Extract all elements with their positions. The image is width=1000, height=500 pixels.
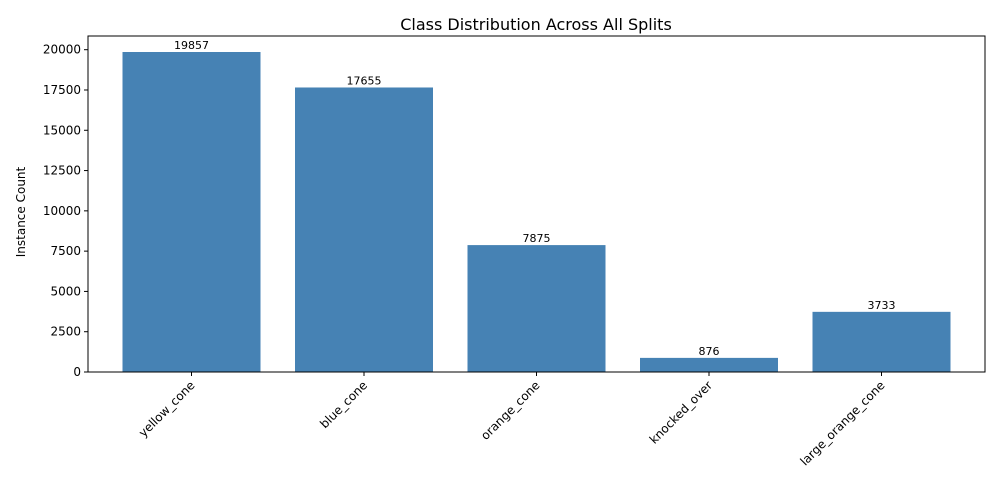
bar-knocked_over <box>640 357 778 372</box>
y-tick-label: 15000 <box>43 123 81 137</box>
chart-title: Class Distribution Across All Splits <box>400 15 672 34</box>
data-label-knocked_over: 876 <box>699 345 720 358</box>
bar-blue_cone <box>295 87 433 373</box>
bar-large_orange_cone <box>812 311 951 372</box>
data-label-yellow_cone: 19857 <box>174 39 209 52</box>
y-tick-label: 17500 <box>43 83 81 97</box>
x-ticks-group: yellow_cone blue_cone orange_cone knocked_o… <box>136 372 888 468</box>
y-tick-label: 7500 <box>50 244 81 258</box>
y-axis-label: Instance Count <box>14 166 28 257</box>
x-tick-label-yellow_cone: yellow_cone <box>136 378 198 440</box>
y-ticks-group: 0 2500 5000 7500 10000 12500 15000 17500 20000 <box>43 43 88 379</box>
y-tick-label: 2500 <box>50 325 81 339</box>
x-tick-label-orange_cone: orange_cone <box>478 378 542 442</box>
x-tick-label-knocked_over: knocked_over <box>647 378 715 446</box>
axes-frame <box>87 35 986 373</box>
bar-orange_cone <box>467 245 606 372</box>
x-tick-label-large_orange_cone: large_orange_cone <box>797 378 887 468</box>
data-label-large_orange_cone: 3733 <box>868 299 896 312</box>
plot-frame <box>87 35 986 373</box>
y-tick-label: 0 <box>73 365 81 379</box>
bars-group: 19857 17655 7875 876 3733 <box>122 39 951 373</box>
data-label-orange_cone: 7875 <box>523 232 551 245</box>
y-tick-label: 10000 <box>43 204 81 218</box>
y-tick-label: 5000 <box>50 284 81 298</box>
y-tick-label: 12500 <box>43 164 81 178</box>
bar-yellow_cone <box>122 52 261 373</box>
y-tick-label: 20000 <box>43 43 81 57</box>
data-label-blue_cone: 17655 <box>347 74 382 87</box>
x-tick-label-blue_cone: blue_cone <box>317 378 370 431</box>
